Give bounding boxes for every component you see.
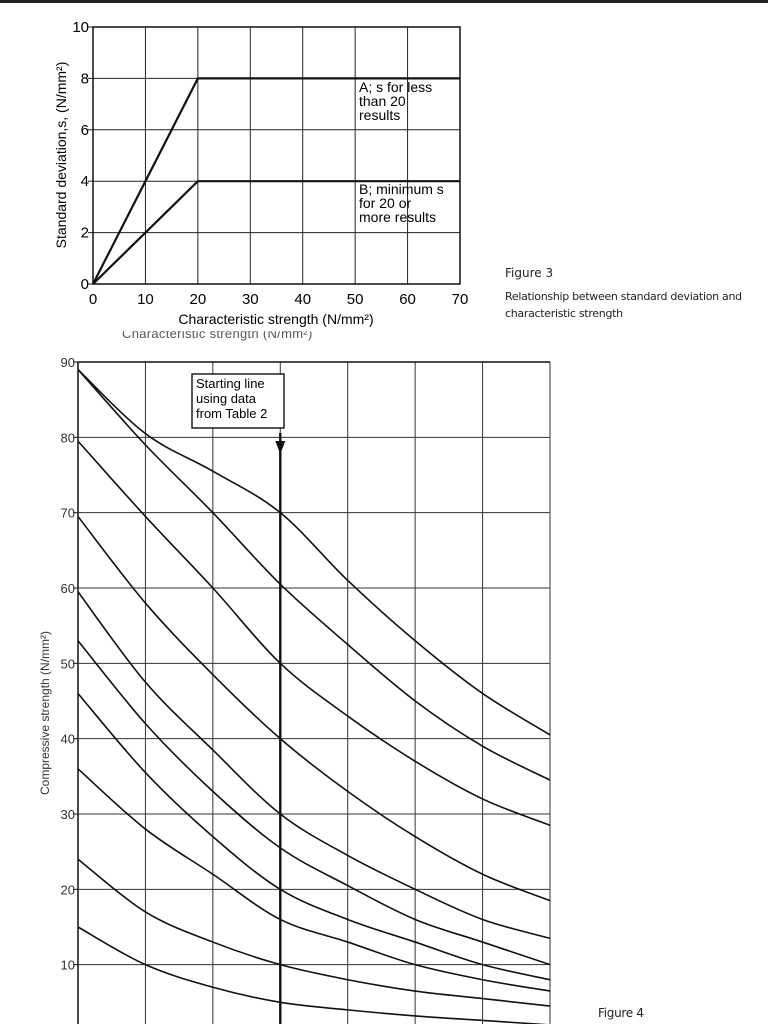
figure3-chart: 0 10 20 30 40 50 60 70 0 2 4 6 8 10 A; s for less than…	[53, 19, 468, 327]
figure4-y-tick: 70	[61, 506, 75, 521]
figure4-curve-5	[77, 591, 551, 940]
figure3-tick-labels: 0 10 20 30 40 50 60 70 0 2 4 6 8 10	[72, 19, 468, 308]
figure3-label-a: A; s for less than 20 results	[359, 79, 432, 123]
figure3-series-line-a	[92, 77, 460, 285]
figure3-label-line: results	[359, 107, 400, 123]
figure3-label-line: B; minimum s	[359, 181, 444, 197]
figure3-x-tick: 30	[242, 291, 259, 308]
figure3-y-tick: 0	[81, 276, 89, 293]
figure3-label-b: B; minimum s for 20 or more results	[359, 181, 444, 225]
figure3-series-group	[92, 77, 460, 285]
figure4-y-tick: 80	[61, 430, 75, 445]
figure4-y-tick: 30	[61, 807, 75, 822]
figure4-y-tick: 90	[61, 355, 75, 370]
figure3-label-line: A; s for less	[359, 79, 432, 95]
figure3-label-line: than 20	[359, 93, 406, 109]
figure4-curve-3	[77, 440, 551, 827]
figure4-curve-4	[77, 515, 551, 902]
figure4-title: Figure 4	[598, 1006, 644, 1020]
figure4-starting-arrowhead	[275, 441, 286, 454]
page-top-rule	[0, 0, 768, 3]
figure3-x-tick: 70	[452, 291, 469, 308]
figure4-y-tick: 10	[61, 958, 75, 973]
figure3-gridlines	[88, 26, 461, 285]
figure4-y-axis-label: Compressive strength (N/mm²)	[38, 631, 52, 795]
figure3-series-line-b	[92, 180, 460, 285]
figure4-curve-1	[77, 368, 551, 736]
figure4-y-tick: 50	[61, 656, 75, 671]
figure3-x-tick: 0	[89, 291, 97, 308]
figure3-y-axis-label: Standard deviation,s, (N/mm²)	[53, 62, 69, 249]
figure3-x-tick: 40	[294, 291, 311, 308]
figure4-y-tick: 40	[61, 732, 75, 747]
figure4-annotation-line: using data	[196, 391, 257, 406]
figure4-curve-6	[77, 640, 551, 966]
figure3-label-line: more results	[359, 209, 436, 225]
clipped-axis-label: Characteristic strength (N/mm²)	[122, 326, 313, 341]
figure4-annotation-box	[191, 373, 285, 429]
figure4-y-tick: 20	[61, 882, 75, 897]
figure4-annotation-line: from Table 2	[196, 406, 267, 421]
figure4-curve-10	[77, 926, 549, 1024]
figure3-description: Relationship between standard deviation …	[505, 290, 742, 320]
figure4-chart: 10 20 30 40 50 60 70 80 90 Starting line using da…	[38, 355, 551, 1024]
figure3-y-tick: 8	[81, 70, 89, 87]
figure3-y-tick: 4	[81, 173, 89, 190]
figure3-y-tick: 10	[72, 19, 89, 36]
figure3-y-tick: 2	[81, 225, 89, 242]
figure4-curve-9	[77, 858, 551, 1007]
figure3-plot-frame	[92, 26, 461, 285]
figure4-starting-line-group: Starting line using data from Table 2	[191, 373, 286, 1024]
figure4-curve-7	[77, 692, 551, 981]
figure3-x-tick: 50	[347, 291, 364, 308]
figure4-annotation-line: Starting line	[196, 376, 265, 391]
figure3-x-axis-label: Characteristic strength (N/mm²)	[178, 311, 373, 327]
figure3-y-tick: 6	[81, 122, 89, 139]
figure3-x-tick: 20	[190, 291, 207, 308]
figure4-tick-labels: 10 20 30 40 50 60 70 80 90	[61, 355, 75, 973]
figure4-curve-2	[77, 368, 551, 781]
figure4-y-tick: 60	[61, 581, 75, 596]
figure3-title: Figure 3	[505, 266, 554, 280]
figure3-x-tick: 10	[137, 291, 154, 308]
figure3-label-line: for 20 or	[359, 195, 411, 211]
figure4-curves-group	[77, 368, 551, 1024]
figure4-gridlines	[73, 361, 551, 1024]
figure4-annotation-text: Starting line using data from Table 2	[196, 376, 267, 421]
figure4-curve-8	[77, 768, 551, 992]
figure3-x-tick: 60	[399, 291, 416, 308]
